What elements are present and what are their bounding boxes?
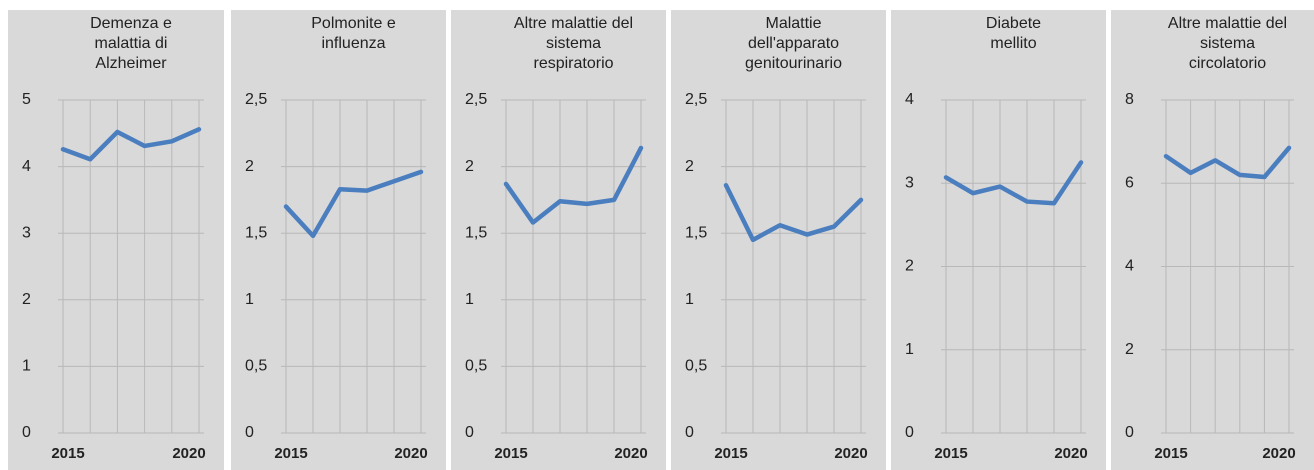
x-tick-label: 2015 [714,445,747,462]
title-line: Malattie [765,15,821,32]
title-line: Alzheimer [95,55,167,72]
panel-background [891,10,1106,470]
y-tick-label: 2 [245,158,254,175]
x-tick-label: 2020 [834,445,867,462]
x-tick-label: 2015 [934,445,967,462]
data-line [283,169,424,239]
y-tick-label: 0 [22,424,31,441]
title-line: mellito [990,35,1036,52]
title-line: malattia di [95,35,168,52]
x-tick-label: 2015 [1154,445,1187,462]
title-line: Demenza e [90,15,172,32]
panel-title: Polmonite e influenza [311,15,396,52]
title-line: sistema [1200,35,1255,52]
y-tick-label: 3 [22,224,31,241]
panel-title: Demenza e malattia di Alzheimer [90,15,172,72]
y-tick-label: 2 [905,258,914,275]
panel-background [671,10,886,470]
y-tick-label: 5 [22,91,31,108]
y-tick-label: 1 [465,291,474,308]
title-line: sistema [546,35,601,52]
x-tick-label: 2015 [51,445,84,462]
y-tick-label: 1 [22,358,31,375]
title-line: influenza [321,35,385,52]
title-line: dell'apparato [748,35,839,52]
y-tick-label: 1,5 [465,224,487,241]
data-line [1163,145,1292,180]
y-tick-label: 8 [1125,91,1134,108]
y-tick-label: 0 [685,424,694,441]
y-tick-label: 3 [905,174,914,191]
y-tick-label: 2,5 [245,91,267,108]
y-tick-label: 1 [245,291,254,308]
data-line [943,160,1084,206]
panel-title: Altre malattie del sistema respiratorio [514,15,633,72]
panel-title: Altre malattie del sistema circolatorio [1168,15,1287,72]
title-line: respiratorio [533,55,613,72]
panel-background [1111,10,1314,470]
y-tick-label: 0 [465,424,474,441]
panel-background [451,10,666,470]
title-line: circolatorio [1189,55,1266,72]
data-line [723,182,864,243]
x-tick-label: 2020 [394,445,427,462]
y-tick-label: 2 [1125,341,1134,358]
y-tick-label: 0,5 [685,358,707,375]
y-tick-label: 0,5 [245,358,267,375]
y-tick-label: 2 [22,291,31,308]
panel-title: Diabete mellito [986,15,1041,52]
y-tick-label: 2 [465,158,474,175]
panel-background [8,10,224,470]
x-tick-label: 2020 [1262,445,1295,462]
y-tick-label: 1,5 [685,224,707,241]
title-line: genitourinario [745,55,842,72]
y-tick-label: 1,5 [245,224,267,241]
y-tick-label: 2 [685,158,694,175]
y-tick-label: 4 [1125,258,1134,275]
title-line: Altre malattie del [514,15,633,32]
y-tick-label: 1 [685,291,694,308]
y-tick-label: 0 [1125,424,1134,441]
y-tick-label: 0 [905,424,914,441]
title-line: Polmonite e [311,15,396,32]
x-tick-label: 2020 [614,445,647,462]
y-tick-label: 0 [245,424,254,441]
y-tick-label: 4 [905,91,914,108]
y-tick-label: 6 [1125,174,1134,191]
title-line: Altre malattie del [1168,15,1287,32]
panel-title: Malattie dell'apparato genitourinario [745,15,842,72]
x-tick-label: 2020 [172,445,205,462]
x-tick-label: 2020 [1054,445,1087,462]
title-line: Diabete [986,15,1041,32]
panel-background [231,10,446,470]
data-line [503,145,644,225]
y-tick-label: 4 [22,158,31,175]
y-tick-label: 2,5 [685,91,707,108]
y-tick-label: 1 [905,341,914,358]
y-tick-label: 2,5 [465,91,487,108]
data-line [60,127,202,162]
y-tick-label: 0,5 [465,358,487,375]
x-tick-label: 2015 [274,445,307,462]
x-tick-label: 2015 [494,445,527,462]
